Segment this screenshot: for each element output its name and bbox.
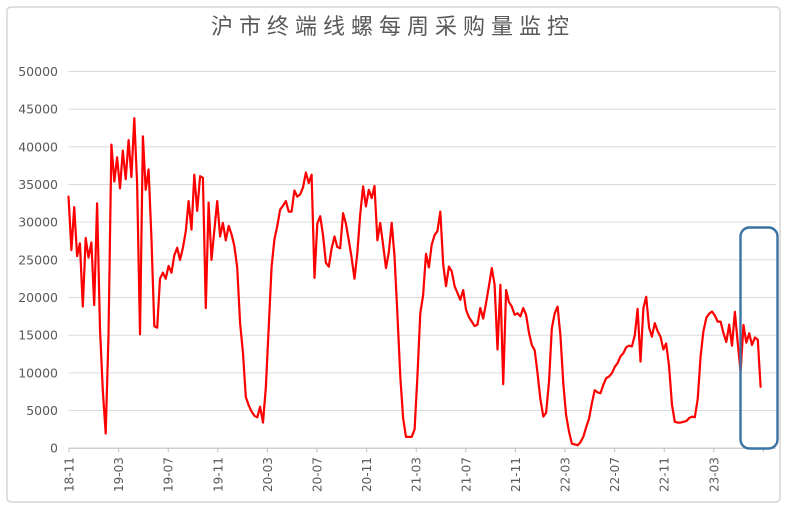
x-axis-label: 20-03: [261, 457, 275, 492]
y-axis-label: 30000: [18, 215, 58, 230]
x-axis-label: 22-07: [608, 457, 622, 492]
y-axis-label: 40000: [18, 139, 58, 154]
highlight-box: [739, 226, 779, 450]
x-axis-label: 21-07: [459, 457, 473, 492]
x-axis-label: 21-03: [410, 457, 424, 492]
x-axis-label: 23-03: [707, 457, 721, 492]
y-axis-label: 25000: [18, 252, 58, 267]
y-axis-label: 15000: [18, 328, 58, 343]
series-line: [67, 117, 762, 447]
y-axis-label: 5000: [26, 403, 58, 418]
y-axis-label: 35000: [18, 177, 58, 192]
x-axis-label: 21-11: [509, 457, 523, 492]
chart-title: 沪市终端线螺每周采购量监控: [210, 15, 575, 40]
y-axis-label: 50000: [18, 64, 58, 79]
y-axis-label: 0: [50, 441, 58, 456]
x-axis-label: 20-11: [360, 457, 374, 492]
x-axis-label: 22-03: [559, 457, 573, 492]
x-axis-label: 19-07: [162, 457, 176, 492]
y-axis-label: 20000: [18, 290, 58, 305]
x-axis-label: 19-03: [112, 457, 126, 492]
y-axis-label: 45000: [18, 102, 58, 117]
x-axis-label: 22-11: [658, 457, 672, 492]
x-axis-label: 19-11: [211, 457, 225, 492]
y-axis-label: 10000: [18, 365, 58, 380]
x-axis-label: 18-11: [63, 457, 77, 492]
x-axis-label: 20-07: [311, 457, 325, 492]
